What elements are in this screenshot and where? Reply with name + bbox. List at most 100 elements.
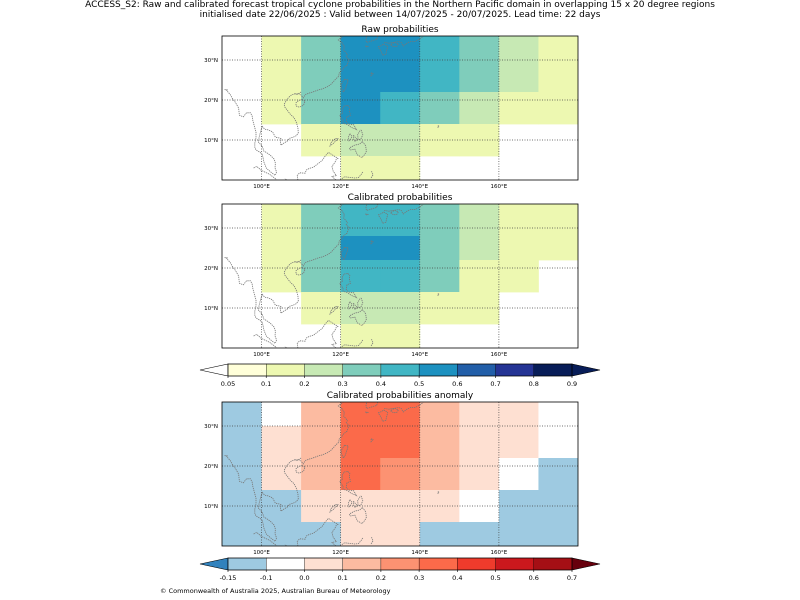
grid-cell (261, 92, 302, 125)
lat-tick-label: 10°N (204, 306, 218, 312)
coastline (364, 213, 369, 216)
grid-cell (222, 402, 262, 546)
lat-tick-label: 10°N (204, 504, 218, 510)
panel-title: Calibrated probabilities (348, 193, 453, 203)
colorbar-tick-label: 0.3 (337, 380, 347, 388)
grid-cell (419, 260, 460, 293)
coastline (370, 240, 374, 245)
coastline (377, 43, 389, 56)
grid-cell (340, 324, 421, 348)
coastline (376, 204, 379, 208)
coastline (370, 438, 374, 443)
grid-cell (459, 36, 500, 69)
colorbar-tick-label: 0.5 (490, 574, 500, 582)
colorbar-over-arrow (571, 363, 601, 377)
lon-tick-label: 140°E (411, 184, 428, 190)
coastline (341, 339, 364, 348)
coastline (340, 246, 349, 261)
grid-cell (301, 36, 342, 69)
coastline (357, 129, 364, 141)
grid-cell (419, 68, 460, 93)
grid-cell (301, 260, 342, 293)
colorbar-anom: -0.15 -0.1 0.0 0.1 0.2 0.3 0.4 0.5 0.6 0.7 (199, 557, 601, 582)
grid-cell (380, 458, 421, 491)
grid-cell (340, 68, 421, 93)
lon-tick-label: 100°E (253, 550, 270, 556)
coastline (329, 503, 339, 514)
coastline (370, 171, 374, 179)
coastline (296, 517, 339, 546)
grid-cell (261, 68, 302, 93)
colorbar-tick-label: 0.1 (261, 380, 271, 388)
lat-tick-label: 20°N (204, 464, 218, 470)
colorbar-tick-label: 0.1 (337, 574, 347, 582)
grid-cell (380, 204, 421, 237)
colorbar-bin (266, 363, 305, 377)
grid-cell (498, 490, 539, 546)
colorbar-tick-label: 0.4 (452, 574, 462, 582)
colorbar-tick-label: 0.7 (490, 380, 500, 388)
lon-tick-label: 120°E (332, 550, 349, 556)
coastline (357, 495, 364, 507)
figure-title-line1: ACCESS_S2: Raw and calibrated forecast t… (85, 0, 715, 10)
coastline (437, 491, 440, 494)
grid-cell (340, 156, 421, 180)
map-panel-2: Calibrated probabilities 100°E 120°E 140°E 1… (204, 193, 579, 358)
colorbar-bin (266, 557, 305, 571)
coastline (253, 531, 277, 546)
grid-cell (459, 458, 500, 491)
colorbar-frame (227, 363, 573, 377)
colorbar-tick-label: 0.4 (376, 380, 386, 388)
lat-tick-label: 30°N (204, 58, 218, 64)
copyright-notice: © Commonwealth of Australia 2025, Austra… (160, 587, 391, 595)
colorbar-bin (380, 557, 420, 571)
lat-tick-label: 20°N (204, 266, 218, 272)
grid-cell (538, 92, 578, 125)
coastline (296, 319, 339, 348)
coastline (377, 409, 389, 422)
map-panel-3: Calibrated probabilities anomaly 100°E 120… (204, 391, 579, 556)
lon-tick-label: 160°E (491, 352, 508, 358)
lon-tick-label: 120°E (332, 184, 349, 190)
grid-cell (380, 92, 421, 125)
colorbar-bin (457, 363, 497, 377)
colorbar-bin (495, 363, 535, 377)
colorbar-tick-label: 0.7 (567, 574, 577, 582)
grid-cell (301, 204, 342, 237)
grid-cell (538, 402, 578, 459)
grid-cell (538, 68, 578, 93)
grid-cell (380, 260, 421, 293)
colorbar-tick-label: 0.05 (221, 380, 235, 388)
grid-cell (498, 458, 539, 491)
grid-cell (340, 236, 421, 261)
coastline (295, 99, 306, 108)
colorbar-bin (533, 557, 573, 571)
grid-cell (261, 490, 302, 546)
colorbar-tick-label: -0.15 (220, 574, 237, 582)
colorbar-bin (227, 557, 267, 571)
grid-cell (340, 36, 421, 69)
grid-cell (538, 36, 578, 69)
lon-tick-label: 160°E (491, 184, 508, 190)
probability-grid (222, 36, 578, 180)
grid-cell (261, 402, 302, 427)
grid-cell (498, 92, 539, 125)
grid-cell (419, 204, 460, 237)
grid-cell (261, 236, 302, 261)
grid-cell (301, 522, 342, 546)
grid-cell (538, 236, 578, 261)
grid-cell (419, 92, 460, 125)
grid-cell (459, 92, 500, 125)
grid-cell (419, 402, 460, 491)
colorbar-under-arrow (199, 363, 229, 377)
lat-tick-label: 30°N (204, 424, 218, 430)
coastline (339, 273, 358, 299)
coastline (390, 407, 400, 414)
coastline (295, 267, 306, 276)
grid-cell (459, 68, 500, 93)
grid-cell (498, 402, 539, 459)
grid-cell (459, 204, 500, 237)
grid-cell (301, 68, 342, 93)
grid-cell (419, 36, 460, 69)
coastline (347, 133, 353, 142)
